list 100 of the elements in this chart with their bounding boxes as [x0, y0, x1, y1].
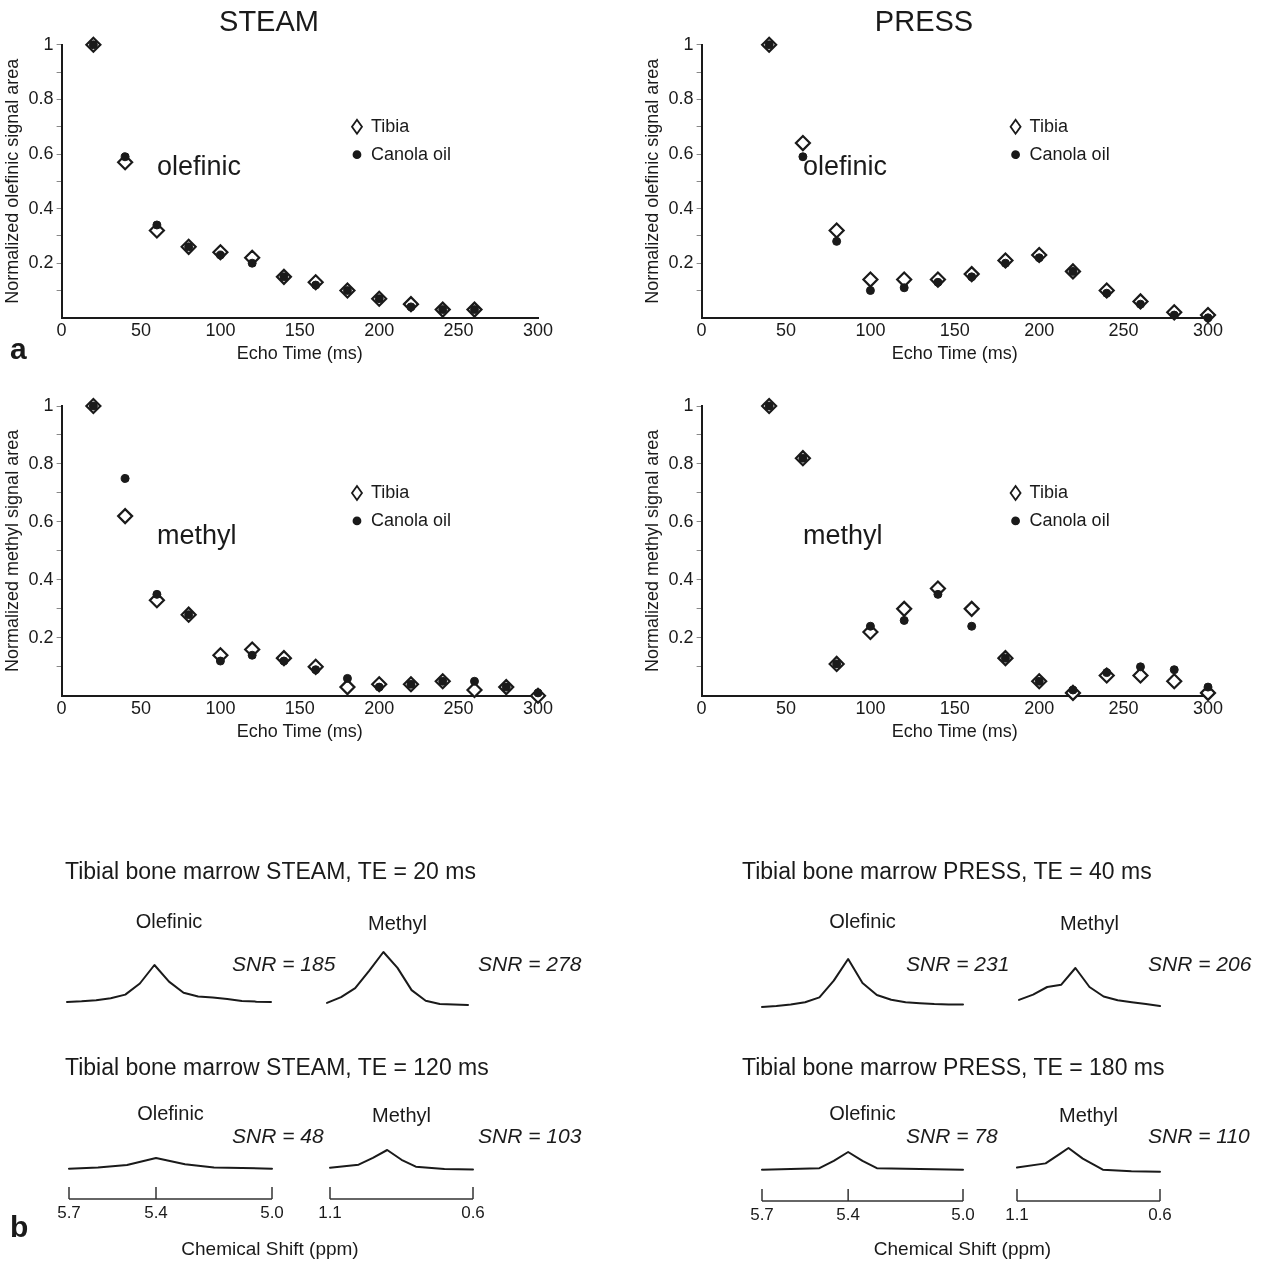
y-tick-label: 0.6 — [668, 142, 694, 163]
x-tick-label: 250 — [1108, 697, 1139, 718]
y-tick-label: 1 — [43, 33, 54, 54]
chart-subtitle: Methyl — [1059, 1104, 1118, 1126]
y-tick-label: 0.4 — [668, 568, 694, 589]
annotation: olefinic — [156, 151, 241, 182]
x-tick-label: 100 — [855, 697, 886, 718]
x-tick-label: 300 — [522, 697, 554, 718]
y-tick-label: 0.2 — [28, 626, 54, 647]
x-axis-title: Echo Time (ms) — [891, 721, 1018, 742]
annotation: SNR = 206 — [1148, 952, 1252, 976]
y-tick-label: 0.4 — [28, 197, 54, 218]
x-tick-label: 150 — [284, 319, 315, 340]
chart-title: Tibial bone marrow STEAM, TE = 120 ms — [65, 1054, 489, 1081]
legend-label: Canola oil — [1029, 143, 1110, 164]
x-tick-label: 5.0 — [260, 1203, 284, 1223]
x-axis-title: Chemical Shift (ppm) — [180, 1238, 360, 1260]
legend-label: Tibia — [370, 115, 411, 136]
y-tick-label: 0.8 — [668, 88, 694, 109]
y-tick-label: 1 — [683, 33, 694, 54]
x-tick-label: 250 — [443, 319, 474, 340]
x-tick-label: 50 — [776, 319, 797, 340]
y-tick-label: 0.2 — [668, 626, 694, 647]
x-tick-label: 0 — [696, 319, 707, 340]
chart-subtitle: Methyl — [1059, 912, 1120, 935]
x-tick-label: 150 — [939, 319, 970, 340]
x-axis-title: Echo Time (ms) — [891, 343, 1018, 364]
legend-label: Canola oil — [1029, 509, 1110, 530]
y-tick-label: 0.6 — [668, 510, 694, 531]
text: a — [10, 332, 27, 366]
y-tick-label: 0.2 — [28, 252, 54, 273]
legend-label: Tibia — [1029, 115, 1069, 136]
chart-subtitle: Olefinic — [828, 1102, 897, 1125]
legend-label: Tibia — [370, 481, 411, 502]
x-tick-label: 150 — [284, 697, 315, 718]
y-tick-label: 0.6 — [28, 142, 54, 163]
x-tick-label: 5.4 — [144, 1203, 168, 1223]
text: SNR = 78 — [906, 1124, 998, 1148]
chart-title: Tibial bone marrow PRESS, TE = 40 ms — [742, 858, 1152, 885]
x-tick-label: 200 — [1024, 319, 1055, 340]
chart-subtitle: Methyl — [367, 912, 428, 935]
chart-title: PRESS — [874, 5, 974, 38]
x-tick-label: 5.7 — [750, 1205, 774, 1225]
annotation: methyl — [802, 519, 883, 550]
x-tick-label: 0 — [56, 697, 67, 718]
annotation: olefinic — [802, 151, 887, 182]
chart-title: Tibial bone marrow STEAM, TE = 20 ms — [65, 858, 476, 885]
legend-label: Canola oil — [370, 509, 452, 530]
x-tick-label: 100 — [205, 319, 236, 340]
y-tick-label: 0.8 — [28, 452, 54, 473]
legend-label: Tibia — [1029, 481, 1069, 502]
x-tick-label: 5.4 — [836, 1205, 860, 1225]
x-tick-label: 1.1 — [1005, 1205, 1029, 1225]
x-tick-label: 5.0 — [951, 1205, 975, 1225]
x-tick-label: 50 — [131, 697, 152, 718]
y-tick-label: 0.4 — [28, 568, 54, 589]
y-tick-label: 0.6 — [28, 510, 54, 531]
y-tick-label: 0.4 — [668, 197, 694, 218]
y-axis-title: Normalized methyl signal area — [1, 428, 22, 672]
text: b — [10, 1210, 29, 1244]
chart-subtitle: Methyl — [371, 1104, 432, 1127]
x-tick-label: 200 — [364, 319, 395, 340]
chart-subtitle: Olefinic — [134, 910, 204, 933]
y-axis-title: Normalized methyl signal area — [641, 428, 662, 672]
x-tick-label: 1.1 — [318, 1203, 342, 1223]
chart-title: STEAM — [219, 5, 319, 38]
x-tick-label: 200 — [364, 697, 395, 718]
chart-subtitle: Olefinic — [136, 1102, 205, 1125]
x-tick-label: 0 — [696, 697, 707, 718]
x-tick-label: 5.7 — [57, 1203, 81, 1223]
x-tick-label: 0.6 — [461, 1203, 485, 1223]
x-axis-title: Chemical Shift (ppm) — [872, 1238, 1053, 1260]
x-axis-title: Echo Time (ms) — [236, 343, 363, 364]
x-tick-label: 0 — [56, 319, 67, 340]
x-axis-title: Echo Time (ms) — [236, 721, 363, 742]
annotation: SNR = 185 — [232, 952, 336, 976]
x-tick-label: 300 — [1192, 697, 1224, 718]
x-tick-label: 250 — [443, 697, 474, 718]
y-axis-title: Normalized olefinic signal area — [641, 57, 662, 304]
y-tick-label: 0.8 — [668, 452, 694, 473]
annotation: methyl — [156, 519, 237, 550]
y-tick-label: 1 — [43, 394, 54, 415]
x-tick-label: 250 — [1108, 319, 1139, 340]
text: SNR = 278 — [478, 952, 582, 976]
y-axis-title: Normalized olefinic signal area — [1, 57, 22, 304]
x-tick-label: 100 — [855, 319, 886, 340]
y-tick-label: 1 — [683, 394, 694, 415]
x-tick-label: 150 — [939, 697, 970, 718]
text: SNR = 103 — [478, 1124, 582, 1148]
text: SNR = 48 — [232, 1124, 324, 1148]
chart-subtitle: Olefinic — [828, 910, 897, 933]
y-tick-label: 0.8 — [28, 88, 54, 109]
x-tick-label: 300 — [1192, 319, 1224, 340]
x-tick-label: 50 — [131, 319, 152, 340]
x-tick-label: 0.6 — [1148, 1205, 1172, 1225]
y-tick-label: 0.2 — [668, 252, 694, 273]
x-tick-label: 200 — [1024, 697, 1055, 718]
annotation: SNR = 231 — [906, 952, 1010, 976]
x-tick-label: 50 — [776, 697, 797, 718]
chart-title: Tibial bone marrow PRESS, TE = 180 ms — [742, 1054, 1165, 1081]
